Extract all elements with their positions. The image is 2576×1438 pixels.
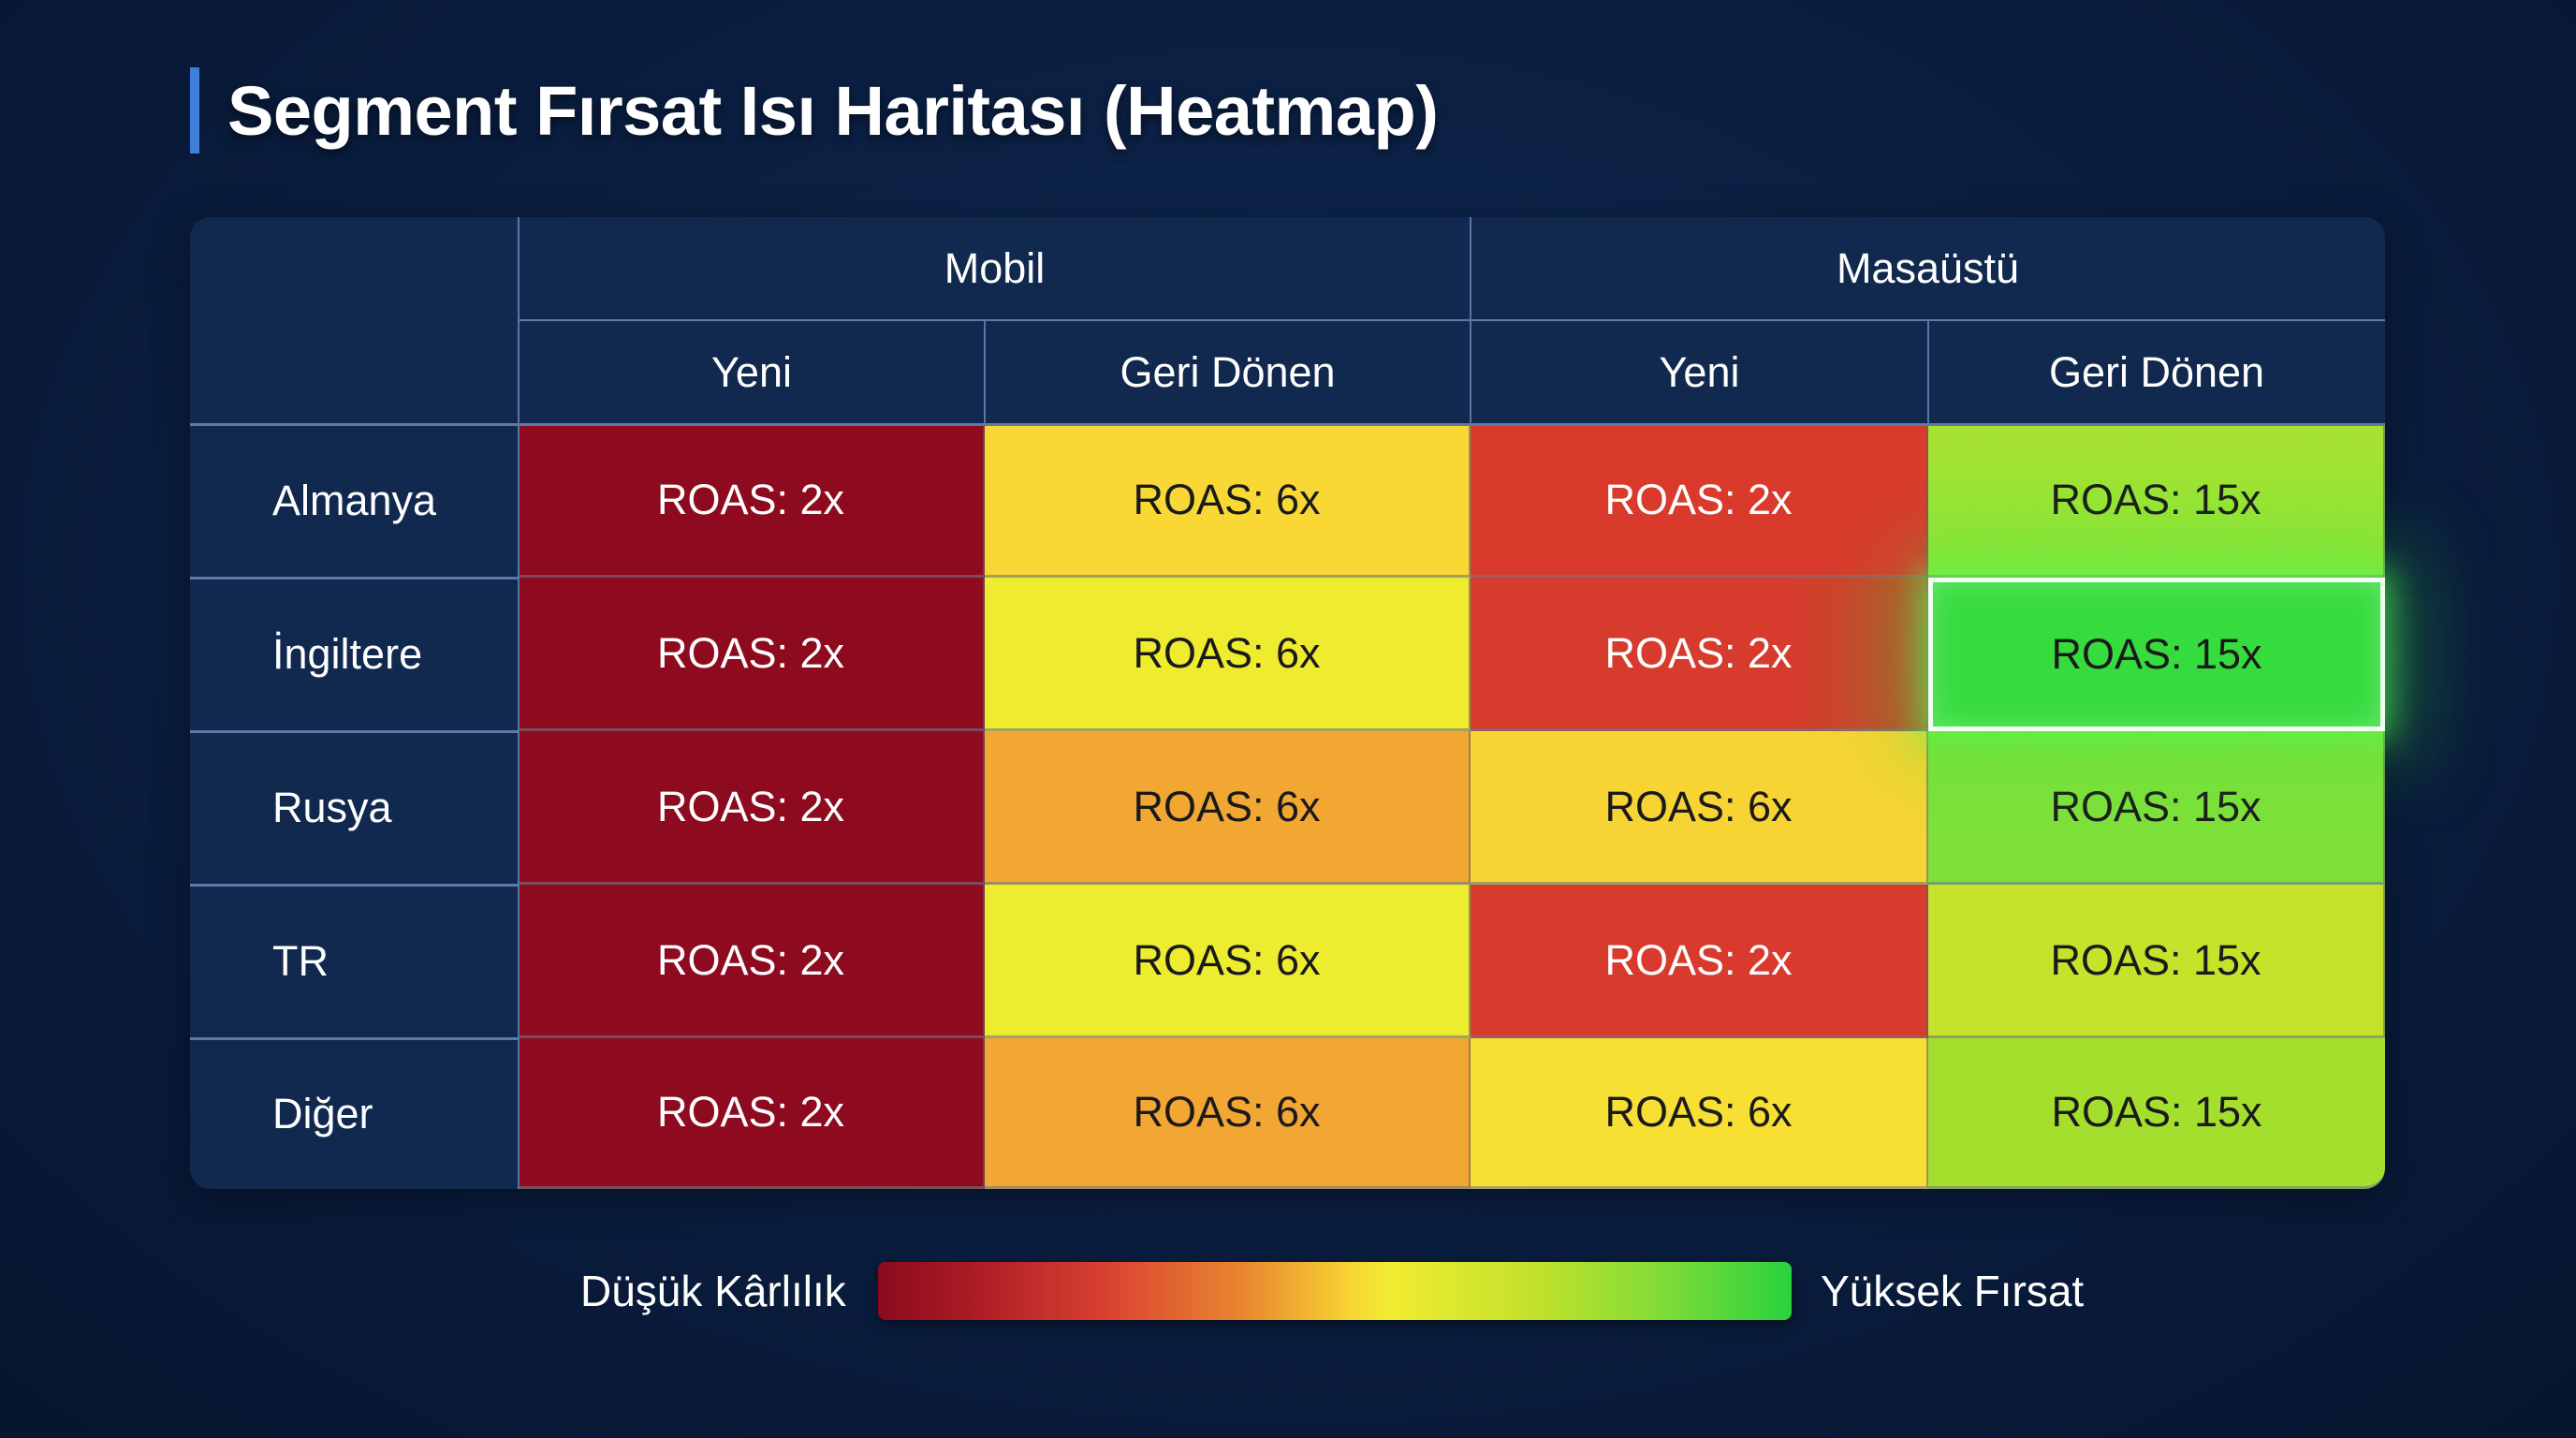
column-header-label: Geri Dönen [1120,347,1336,396]
title-accent-bar [190,67,199,154]
cell-value: ROAS: 2x [1604,628,1793,677]
cell-value: ROAS: 15x [2050,935,2261,984]
column-group-mobil: Mobil [519,217,1471,320]
cell-value: ROAS: 2x [656,475,845,523]
column-group-label: Mobil [944,244,1046,292]
heatmap-cell[interactable]: ROAS: 2x [519,578,985,731]
heatmap-cell[interactable]: ROAS: 6x [985,1038,1471,1189]
column-header-masaustu-geri-donen: Geri Dönen [1928,320,2385,424]
row-label: Diğer [272,1089,373,1137]
cell-value: ROAS: 2x [656,935,845,984]
column-group-masaustu: Masaüstü [1471,217,2385,320]
heatmap-cell[interactable]: ROAS: 2x [519,731,985,885]
heatmap-cell[interactable]: ROAS: 2x [1471,424,1928,578]
row-label: TR [272,937,329,985]
cell-value: ROAS: 6x [1133,628,1321,677]
row-label-rusya: Rusya [190,731,519,885]
row-label: Rusya [272,784,392,831]
heatmap-cell[interactable]: ROAS: 15x [1928,1038,2385,1189]
row-label-diger: Diğer [190,1038,519,1189]
heatmap-cell-highlighted[interactable]: ROAS: 15x [1928,578,2385,731]
heatmap-cell[interactable]: ROAS: 6x [1471,731,1928,885]
grid-line [518,217,520,1189]
heatmap-cell[interactable]: ROAS: 15x [1928,424,2385,578]
heatmap-cell[interactable]: ROAS: 2x [1471,578,1928,731]
cell-value: ROAS: 2x [656,782,845,830]
cell-value: ROAS: 15x [2051,630,2262,678]
cell-value: ROAS: 2x [1604,935,1793,984]
legend-gradient-bar [878,1262,1792,1320]
title-block: Segment Fırsat Isı Haritası (Heatmap) [190,67,1439,154]
column-header-label: Geri Dönen [2048,347,2265,396]
heatmap-table: Mobil Masaüstü Yeni Geri Dönen Yeni Geri… [190,217,2385,1189]
grid-line [984,320,986,424]
heatmap-cell[interactable]: ROAS: 15x [1928,731,2385,885]
grid-line [519,319,2385,321]
heatmap-cell[interactable]: ROAS: 2x [519,1038,985,1189]
cell-value: ROAS: 2x [656,628,845,677]
cell-value: ROAS: 6x [1133,935,1321,984]
grid-line [190,423,2385,426]
heatmap-cell[interactable]: ROAS: 6x [985,578,1471,731]
heatmap-cell[interactable]: ROAS: 6x [985,731,1471,885]
heatmap-cell[interactable]: ROAS: 6x [985,424,1471,578]
grid-line [190,730,519,733]
cell-value: ROAS: 15x [2050,782,2261,830]
row-label-ingiltere: İngiltere [190,578,519,731]
grid-line [190,1037,519,1040]
grid-line [1927,320,1929,424]
heatmap-cell[interactable]: ROAS: 15x [1928,885,2385,1038]
cell-value: ROAS: 6x [1133,475,1321,523]
column-header-mobil-geri-donen: Geri Dönen [985,320,1471,424]
column-header-masaustu-yeni: Yeni [1471,320,1928,424]
legend-high-label: Yüksek Fırsat [1821,1267,2085,1315]
heatmap-cell[interactable]: ROAS: 6x [985,885,1471,1038]
cell-value: ROAS: 6x [1604,782,1793,830]
column-header-mobil-yeni: Yeni [519,320,985,424]
grid-line [190,577,519,580]
row-label: Almanya [272,477,437,524]
cell-value: ROAS: 15x [2051,1088,2262,1136]
color-legend: Düşük Kârlılık Yüksek Fırsat [0,1262,2576,1320]
page-title: Segment Fırsat Isı Haritası (Heatmap) [227,71,1439,150]
row-label: İngiltere [272,630,423,678]
row-label-tr: TR [190,885,519,1038]
heatmap-cell[interactable]: ROAS: 6x [1471,1038,1928,1189]
cell-value: ROAS: 6x [1133,1088,1321,1136]
column-header-label: Yeni [711,347,792,396]
grid-line [190,884,519,887]
row-label-almanya: Almanya [190,424,519,578]
heatmap-cell[interactable]: ROAS: 2x [519,424,985,578]
cell-value: ROAS: 6x [1604,1088,1793,1136]
corner-cell [190,217,519,424]
cell-value: ROAS: 2x [656,1088,845,1136]
heatmap-cell[interactable]: ROAS: 2x [519,885,985,1038]
cell-value: ROAS: 15x [2050,475,2261,523]
heatmap-cell[interactable]: ROAS: 2x [1471,885,1928,1038]
cell-value: ROAS: 2x [1604,475,1793,523]
cell-value: ROAS: 6x [1133,782,1321,830]
column-header-label: Yeni [1659,347,1740,396]
column-group-label: Masaüstü [1836,244,2020,292]
legend-low-label: Düşük Kârlılık [580,1267,846,1315]
